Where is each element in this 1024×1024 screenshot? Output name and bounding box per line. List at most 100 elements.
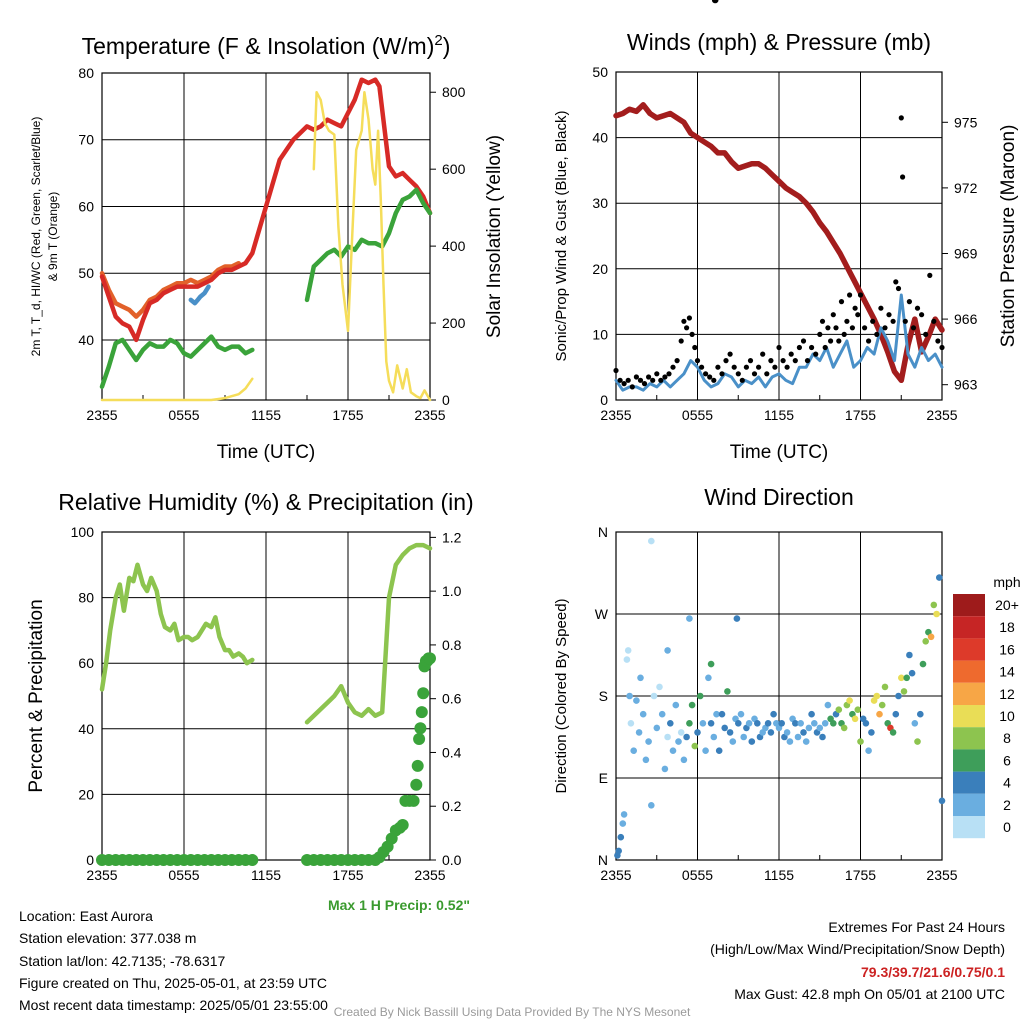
colorbar-swatch [953, 638, 985, 661]
y-tick-label: 50 [78, 265, 94, 281]
gust-point [735, 371, 741, 377]
direction-point [821, 720, 829, 727]
direction-point [922, 638, 929, 645]
colorbar-label: 6 [1003, 752, 1011, 768]
gust-point [857, 292, 864, 298]
gust-point [893, 279, 899, 285]
gust-point [633, 374, 640, 380]
gust-point [723, 358, 729, 364]
x-tick-label: 2355 [926, 407, 957, 423]
y-tick-label: 30 [592, 195, 608, 211]
gust-point [838, 299, 845, 305]
direction-point [805, 724, 813, 732]
direction-point [686, 615, 693, 622]
direction-point [914, 738, 921, 745]
gust-point [784, 364, 790, 370]
direction-point [707, 720, 715, 727]
direction-point [667, 720, 674, 727]
direction-point [830, 720, 837, 727]
direction-point [623, 656, 631, 663]
gust-point [895, 285, 902, 292]
direction-point [770, 710, 777, 718]
direction-point [715, 747, 723, 754]
gust-point [939, 344, 945, 351]
direction-point [683, 733, 690, 741]
direction-point [633, 697, 640, 704]
y-tick-label: E [599, 770, 608, 786]
colorbar-swatch [953, 771, 985, 794]
y-axis-label: 2m T, T_d, HI/WC (Red, Green, Scarlet/Bl… [29, 117, 43, 357]
direction-point [797, 720, 804, 727]
y-tick-label: W [595, 606, 609, 622]
chart-title: Relative Humidity (%) & Precipitation (i… [58, 489, 473, 515]
gust-point [898, 115, 904, 121]
direction-point [729, 738, 737, 745]
gust-point [637, 377, 644, 383]
gust-point [772, 364, 778, 370]
direction-point [854, 706, 862, 713]
direction-point [748, 738, 756, 745]
precip-point [415, 706, 428, 719]
gust-point [678, 338, 684, 344]
temp-series-4 [99, 334, 255, 389]
colorbar-label: 20+ [995, 597, 1019, 613]
gust-point [707, 374, 713, 380]
gust-point [836, 338, 842, 344]
direction-point [936, 574, 943, 581]
y-tick-label: 40 [78, 332, 94, 348]
panel-3: 2355 0555 1155 1755 23550204060801000.00.20.… [26, 489, 474, 913]
gust-point [830, 312, 836, 318]
direction-point [691, 742, 699, 750]
direction-point [933, 610, 940, 618]
precip-point [424, 652, 436, 665]
direction-point [873, 692, 881, 700]
temp-series-6 [100, 377, 254, 402]
y-tick-label: 80 [78, 590, 94, 606]
direction-point [846, 697, 853, 704]
direction-point [868, 729, 875, 736]
gust-point [919, 312, 925, 318]
direction-point [754, 720, 761, 727]
gust-point [910, 325, 917, 331]
y-tick-label: 10 [592, 326, 608, 342]
x-tick-label: 0555 [682, 867, 713, 883]
direction-point [724, 688, 731, 695]
direction-point [917, 710, 924, 718]
y2-tick-label: 0.8 [442, 637, 462, 653]
precip-point [414, 722, 427, 735]
gust-point [674, 358, 680, 364]
direction-point [938, 797, 946, 805]
direction-point [680, 756, 688, 764]
y2-tick-label: 1.2 [442, 529, 462, 545]
colorbar-swatch [953, 727, 985, 750]
direction-point [783, 729, 791, 736]
direction-point [733, 615, 741, 622]
gust-point [927, 272, 933, 278]
direction-point [721, 724, 728, 732]
y-tick-label: 40 [592, 130, 608, 146]
direction-point [726, 729, 734, 736]
y-axis-label-line2: & 9m T (Orange) [46, 192, 60, 282]
gust-point [654, 371, 660, 377]
gust-point [822, 344, 828, 351]
colorbar-label: 18 [999, 619, 1015, 635]
colorbar-swatch [953, 594, 985, 617]
colorbar-label: 8 [1003, 730, 1011, 746]
y-tick-label: 100 [71, 524, 95, 540]
y-tick-label: 60 [78, 198, 94, 214]
colorbar-label: 12 [999, 686, 1015, 702]
direction-point [615, 847, 622, 855]
x-tick-label: 2355 [86, 867, 117, 883]
gust-point [931, 318, 937, 324]
direction-point [911, 720, 919, 727]
y2-tick-label: 0.4 [442, 744, 462, 760]
direction-point [702, 747, 709, 754]
max-gust: Max Gust: 42.8 mph On 05/01 at 2100 UTC [734, 985, 1005, 1002]
gust-point [764, 371, 770, 377]
x-tick-label: 1155 [251, 407, 281, 423]
gust-point [819, 318, 826, 324]
colorbar-label: 4 [1003, 775, 1011, 791]
direction-point [705, 674, 712, 682]
gust-point [780, 358, 786, 364]
